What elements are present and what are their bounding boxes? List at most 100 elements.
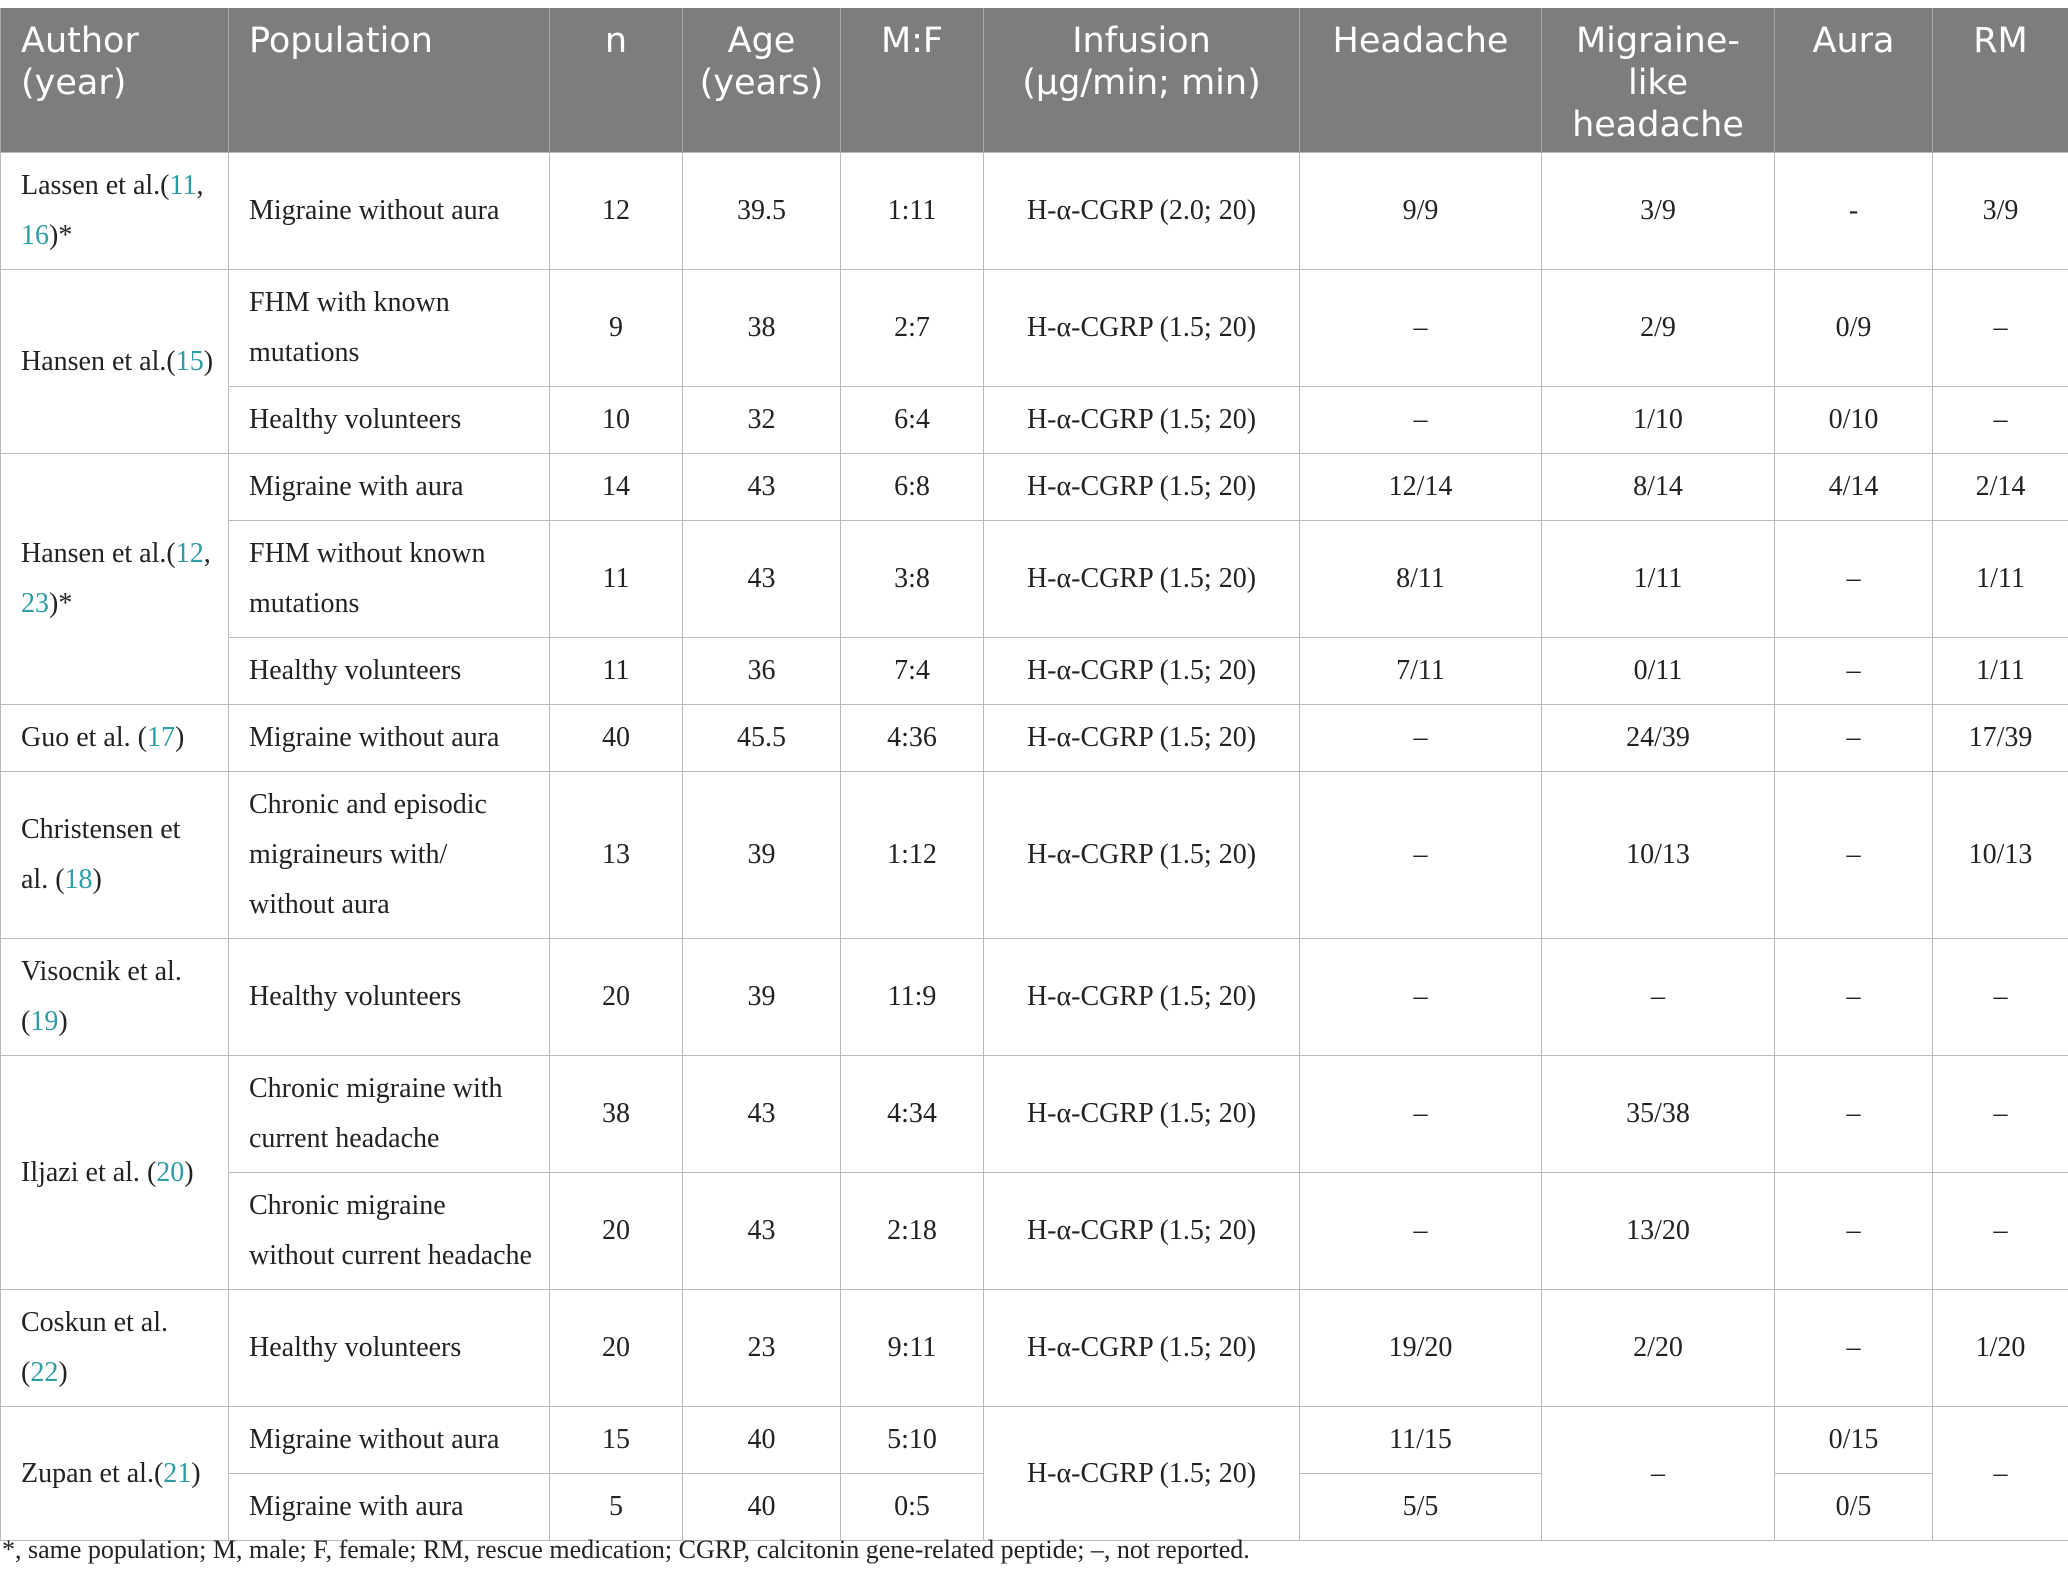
migraine-like-cell: 0/11 xyxy=(1541,637,1775,705)
mf-cell: 6:8 xyxy=(840,453,984,521)
table-row: Coskun et al. (22) Healthy volunteers 20 23 9… xyxy=(0,1289,2068,1407)
author-punct: ( xyxy=(166,538,176,569)
headache-cell: – xyxy=(1299,386,1542,454)
reference-link[interactable]: 17 xyxy=(146,722,175,753)
reference-link[interactable]: 21 xyxy=(163,1457,192,1489)
rm-cell: – xyxy=(1932,1172,2068,1290)
reference-link[interactable]: 20 xyxy=(156,1156,185,1188)
mf-cell: 4:36 xyxy=(840,704,984,772)
population-cell: Migraine with aura xyxy=(228,453,550,521)
author-name: Zupan et al. xyxy=(21,1457,154,1489)
aura-cell: 0/5 xyxy=(1774,1473,1933,1541)
infusion-cell: H-α-CGRP (1.5; 20) xyxy=(983,386,1300,454)
population-cell: Healthy volunteers xyxy=(228,1289,550,1407)
infusion-cell: H-α-CGRP (1.5; 20) xyxy=(983,704,1300,772)
n-cell: 9 xyxy=(549,269,683,387)
population-cell: Chronic and episodic migraineurs with/ w… xyxy=(228,771,550,939)
header-n: n xyxy=(549,8,683,153)
aura-cell: – xyxy=(1774,771,1933,939)
migraine-like-cell: – xyxy=(1541,938,1775,1056)
mf-cell: 1:11 xyxy=(840,152,984,270)
population-cell: Healthy volunteers xyxy=(228,386,550,454)
reference-link[interactable]: 11 xyxy=(169,170,197,201)
author-punct: ) xyxy=(203,345,214,377)
age-cell: 43 xyxy=(682,520,841,638)
headache-cell: 19/20 xyxy=(1299,1289,1542,1407)
author-cell: Zupan et al.(21) xyxy=(0,1406,229,1541)
table-row: FHM without known mutations 11 43 3:8 H-α-CG… xyxy=(1,520,2068,638)
author-cell: Christensen et al. (18) xyxy=(0,771,229,939)
table-row: Lassen et al.(11, 16)* Migraine without a… xyxy=(0,152,2068,270)
author-cell: Visocnik et al. (19) xyxy=(0,938,229,1056)
author-name: Guo et al. xyxy=(21,722,131,753)
n-cell: 5 xyxy=(549,1473,683,1541)
table-row: Zupan et al.(21) Migraine without aura 15 4… xyxy=(0,1406,2068,1541)
reference-link[interactable]: 16 xyxy=(21,220,49,251)
migraine-like-cell: – xyxy=(1541,1406,1775,1541)
author-punct: , xyxy=(203,538,211,569)
population-cell: Healthy volunteers xyxy=(228,637,550,705)
population-cell: Chronic migraine without current headach… xyxy=(228,1172,550,1290)
n-cell: 13 xyxy=(549,771,683,939)
population-cell: FHM without known mutations xyxy=(228,520,550,638)
infusion-cell: H-α-CGRP (2.0; 20) xyxy=(983,152,1300,270)
table-row: Chronic migraine without current headach… xyxy=(1,1172,2068,1290)
reference-link[interactable]: 22 xyxy=(30,1357,59,1388)
population-cell: Migraine without aura xyxy=(228,1406,550,1474)
headache-cell: 11/15 xyxy=(1299,1406,1542,1474)
mf-cell: 11:9 xyxy=(840,938,984,1056)
reference-link[interactable]: 15 xyxy=(175,345,204,377)
age-cell: 32 xyxy=(682,386,841,454)
table-row: Healthy volunteers 10 32 6:4 H-α-CGRP (1.5; … xyxy=(1,386,2068,454)
header-aura: Aura xyxy=(1774,8,1933,153)
author-punct: ( xyxy=(21,1006,31,1037)
author-punct: , xyxy=(196,170,204,201)
mf-cell: 6:4 xyxy=(840,386,984,454)
migraine-like-cell: 24/39 xyxy=(1541,704,1775,772)
author-punct: )* xyxy=(49,220,73,251)
infusion-cell: H-α-CGRP (1.5; 20) xyxy=(983,520,1300,638)
author-cell: Coskun et al. (22) xyxy=(0,1289,229,1407)
author-name: Coskun et al. xyxy=(21,1307,168,1338)
infusion-cell: H-α-CGRP (1.5; 20) xyxy=(983,1172,1300,1290)
header-age: Age (years) xyxy=(682,8,841,153)
aura-cell: 4/14 xyxy=(1774,453,1933,521)
population-cell: Migraine without aura xyxy=(228,704,550,772)
aura-cell: – xyxy=(1774,520,1933,638)
author-punct: ( xyxy=(139,1156,157,1188)
table-row: Migraine with aura 5 40 0:5 5/5 0/5 xyxy=(1,1473,2068,1541)
author-punct: ) xyxy=(58,1357,68,1388)
headache-cell: – xyxy=(1299,1172,1542,1290)
reference-link[interactable]: 18 xyxy=(64,864,93,895)
author-punct: ( xyxy=(48,864,65,895)
author-name: Christensen et al. xyxy=(21,814,181,895)
author-punct: ( xyxy=(166,345,176,377)
table-row: Hansen et al.(15) FHM with known mutation… xyxy=(0,269,2068,454)
headache-cell: 5/5 xyxy=(1299,1473,1542,1541)
age-cell: 40 xyxy=(682,1473,841,1541)
reference-link[interactable]: 23 xyxy=(21,588,49,619)
header-author: Author (year) xyxy=(0,8,229,153)
age-cell: 36 xyxy=(682,637,841,705)
n-cell: 11 xyxy=(549,637,683,705)
migraine-like-cell: 1/10 xyxy=(1541,386,1775,454)
headache-cell: 9/9 xyxy=(1299,152,1542,270)
migraine-like-cell: 10/13 xyxy=(1541,771,1775,939)
table-row: Guo et al. (17) Migraine without aura 40 45… xyxy=(0,704,2068,772)
table-row: Healthy volunteers 11 36 7:4 H-α-CGRP (1.5; … xyxy=(1,637,2068,705)
n-cell: 11 xyxy=(549,520,683,638)
reference-link[interactable]: 12 xyxy=(175,538,204,569)
age-cell: 38 xyxy=(682,269,841,387)
age-cell: 43 xyxy=(682,1055,841,1173)
age-cell: 45.5 xyxy=(682,704,841,772)
mf-cell: 5:10 xyxy=(840,1406,984,1474)
reference-link[interactable]: 19 xyxy=(30,1006,59,1037)
headache-cell: – xyxy=(1299,269,1542,387)
header-row: Author (year) Population n Age (years) M… xyxy=(0,8,2068,153)
author-cell: Guo et al. (17) xyxy=(0,704,229,772)
migraine-like-cell: 35/38 xyxy=(1541,1055,1775,1173)
headache-cell: – xyxy=(1299,1055,1542,1173)
rm-cell: – xyxy=(1932,1055,2068,1173)
author-punct: ( xyxy=(153,1457,164,1489)
author-cell: Hansen et al.(15) xyxy=(0,269,229,454)
